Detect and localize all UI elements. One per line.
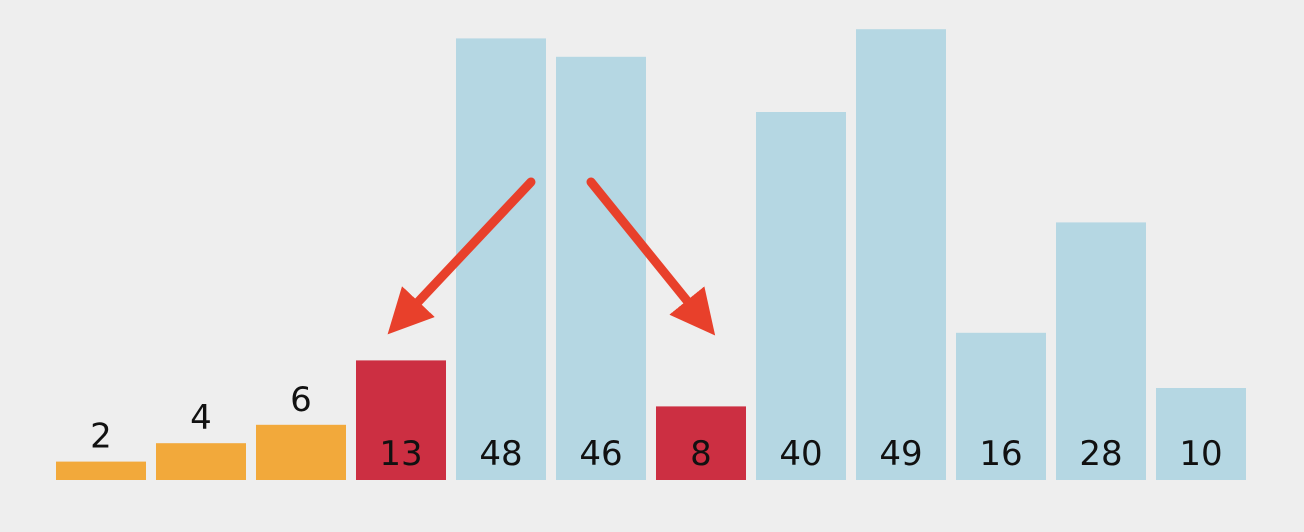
bar-8 [856, 29, 946, 480]
bar-1 [156, 443, 246, 480]
bar-label-5: 46 [579, 434, 622, 474]
bar-0 [56, 461, 146, 480]
bar-label-7: 40 [779, 434, 822, 474]
swap-arrow-0 [387, 177, 536, 335]
swap-arrow-1 [586, 177, 716, 336]
bar-2 [256, 424, 346, 480]
bar-label-0: 2 [90, 417, 112, 457]
bar-3 [356, 360, 446, 480]
bar-label-8: 49 [879, 434, 922, 474]
bar-11 [1156, 388, 1246, 480]
bar-label-4: 48 [479, 434, 522, 474]
bar-6 [656, 406, 746, 480]
bar-label-2: 6 [290, 380, 312, 420]
bar-label-10: 28 [1079, 434, 1122, 474]
bar-10 [1056, 222, 1146, 480]
bar-7 [756, 112, 846, 480]
bar-label-9: 16 [979, 434, 1022, 474]
bar-9 [956, 332, 1046, 480]
bar-label-1: 4 [190, 398, 212, 438]
bar-5 [556, 56, 646, 481]
bar-label-6: 8 [690, 434, 712, 474]
bar-4 [456, 38, 546, 481]
bar-label-11: 10 [1179, 434, 1222, 474]
bar-label-3: 13 [379, 434, 422, 474]
